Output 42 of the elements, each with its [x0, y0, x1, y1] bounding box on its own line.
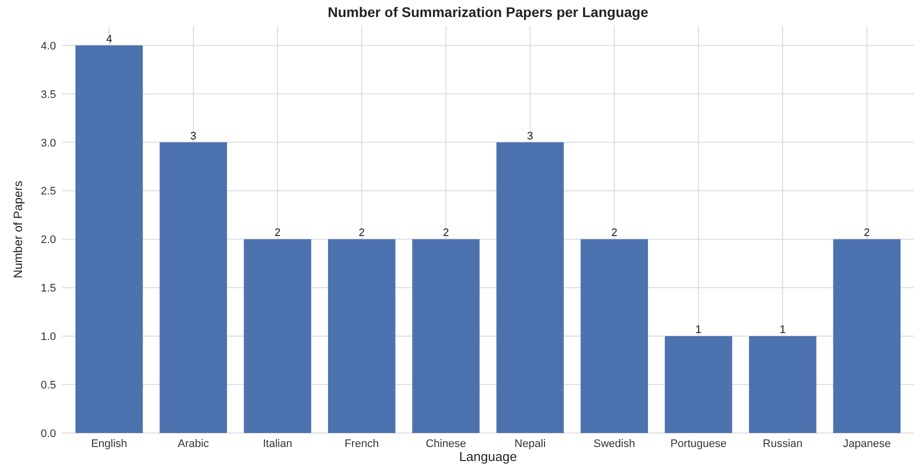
y-axis-title: Number of Papers [11, 180, 25, 278]
y-tick-label: 3.0 [40, 137, 56, 150]
x-tick-label: Japanese [842, 438, 891, 450]
x-tick-label: Arabic [178, 438, 210, 450]
data-label: 4 [106, 33, 112, 46]
y-tick-label: 0.0 [40, 428, 56, 440]
bar [328, 239, 396, 433]
x-tick-label: Portuguese [670, 438, 727, 450]
bar [833, 239, 901, 433]
data-label: 1 [695, 324, 702, 336]
x-tick-label: Swedish [593, 438, 636, 450]
chart-title: Number of Summarization Papers per Language [328, 4, 648, 20]
data-label: 3 [190, 130, 196, 142]
x-tick-label: Chinese [426, 438, 466, 450]
y-tick-label: 1.5 [40, 282, 56, 295]
data-label: 2 [358, 227, 365, 240]
x-tick-label: English [91, 438, 128, 450]
bar [160, 142, 228, 433]
bar [244, 239, 312, 433]
data-label: 2 [611, 227, 618, 240]
y-tick-label: 2.0 [40, 234, 56, 246]
bar [75, 45, 143, 433]
x-tick-label: French [344, 438, 379, 450]
y-tick-label: 4.0 [40, 40, 56, 52]
x-axis-title: Language [459, 449, 517, 464]
y-tick-label: 0.5 [40, 380, 56, 392]
bar [496, 142, 564, 433]
data-label: 3 [527, 130, 534, 142]
y-tick-label: 2.5 [40, 186, 56, 198]
y-tick-label: 3.5 [40, 88, 56, 101]
x-tick-label: Nepali [514, 438, 546, 450]
x-tick-label: Italian [262, 438, 292, 450]
y-tick-label: 1.0 [40, 331, 56, 344]
data-label: 2 [274, 227, 281, 240]
bar [412, 239, 480, 433]
bar [664, 336, 732, 433]
data-label: 1 [780, 324, 786, 336]
bar [580, 239, 648, 433]
data-label: 2 [442, 227, 449, 240]
data-label: 2 [864, 227, 870, 240]
x-tick-label: Russian [762, 438, 803, 450]
bar [748, 336, 816, 433]
